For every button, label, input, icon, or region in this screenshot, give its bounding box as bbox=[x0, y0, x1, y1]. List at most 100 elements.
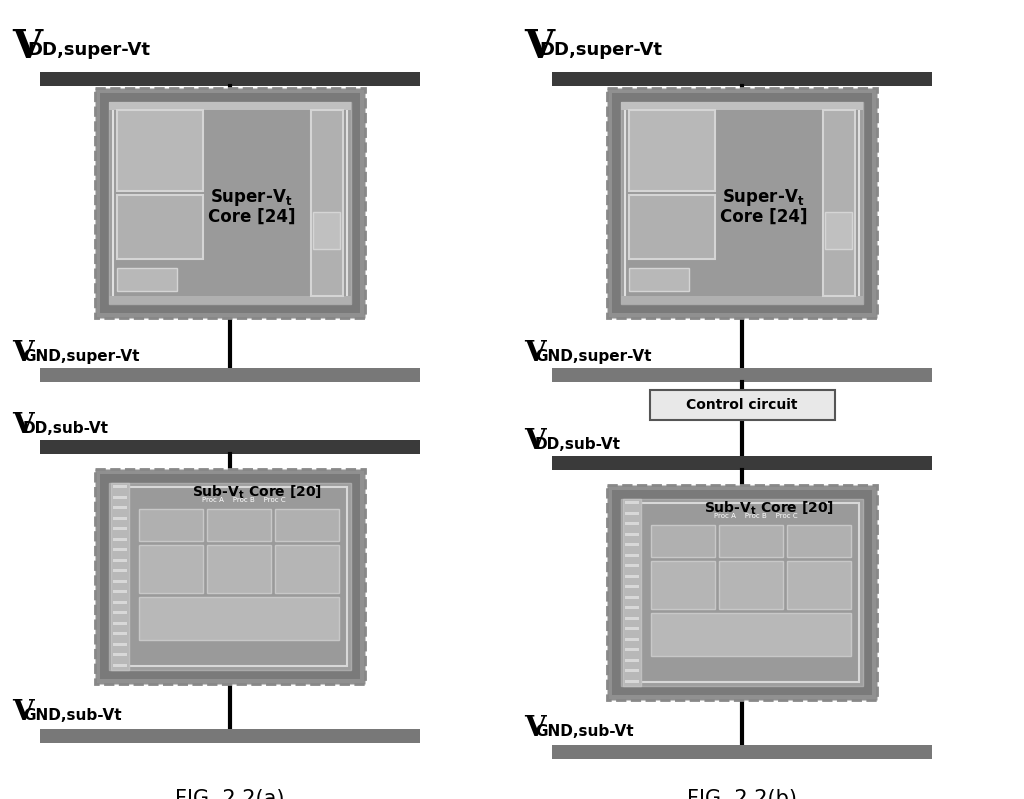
Bar bbox=[113, 601, 127, 604]
Bar bbox=[625, 638, 639, 641]
Bar bbox=[621, 102, 863, 110]
Bar bbox=[113, 517, 127, 519]
Bar bbox=[275, 545, 339, 593]
Bar bbox=[625, 649, 639, 651]
Bar bbox=[625, 503, 859, 682]
Bar bbox=[625, 606, 639, 610]
Bar bbox=[95, 88, 365, 318]
Text: Sub-$\mathbf{V_t}$ Core [20]: Sub-$\mathbf{V_t}$ Core [20] bbox=[193, 483, 322, 501]
Bar bbox=[621, 499, 863, 686]
Bar bbox=[625, 554, 639, 557]
Text: DD,super-Vt: DD,super-Vt bbox=[540, 41, 663, 58]
Text: V: V bbox=[524, 715, 546, 742]
Bar bbox=[40, 729, 420, 743]
Bar bbox=[109, 296, 351, 304]
Bar bbox=[113, 654, 127, 657]
Bar bbox=[552, 368, 932, 382]
Bar bbox=[625, 543, 639, 547]
Bar bbox=[111, 483, 129, 670]
Bar bbox=[113, 590, 127, 594]
Bar bbox=[629, 110, 716, 190]
Bar bbox=[100, 93, 360, 313]
Text: Proc A    Proc B    Proc C: Proc A Proc B Proc C bbox=[714, 513, 798, 519]
Bar bbox=[113, 643, 127, 646]
Text: Super-$\mathbf{V_t}$: Super-$\mathbf{V_t}$ bbox=[210, 188, 293, 209]
Bar bbox=[113, 487, 347, 666]
Bar bbox=[109, 483, 351, 670]
Bar bbox=[113, 495, 127, 499]
Bar bbox=[625, 617, 639, 620]
Bar bbox=[612, 490, 872, 695]
Bar bbox=[139, 509, 203, 541]
Bar bbox=[113, 664, 127, 667]
Text: V: V bbox=[12, 412, 34, 439]
Bar bbox=[649, 390, 835, 420]
Bar bbox=[625, 659, 639, 662]
Bar bbox=[629, 268, 689, 292]
Text: GND,super-Vt: GND,super-Vt bbox=[23, 349, 139, 364]
Bar bbox=[552, 72, 932, 86]
Text: V: V bbox=[524, 28, 554, 66]
Bar bbox=[625, 670, 639, 673]
Bar bbox=[113, 559, 127, 562]
Bar bbox=[40, 72, 420, 86]
Bar bbox=[117, 194, 204, 259]
Text: Sub-$\mathbf{V_t}$ Core [20]: Sub-$\mathbf{V_t}$ Core [20] bbox=[705, 499, 834, 517]
Bar bbox=[625, 680, 639, 683]
Bar bbox=[651, 561, 715, 609]
Bar bbox=[40, 368, 420, 382]
Bar bbox=[552, 745, 932, 759]
Text: FIG. 2.2(b): FIG. 2.2(b) bbox=[687, 789, 797, 799]
Text: Control circuit: Control circuit bbox=[686, 398, 798, 412]
Bar bbox=[621, 296, 863, 304]
Bar bbox=[275, 509, 339, 541]
Bar bbox=[625, 533, 639, 535]
Bar bbox=[113, 633, 127, 635]
Bar bbox=[822, 110, 855, 296]
Bar bbox=[625, 106, 859, 300]
Bar bbox=[625, 511, 639, 515]
Text: V: V bbox=[524, 428, 546, 455]
Bar bbox=[207, 545, 271, 593]
Text: V: V bbox=[12, 28, 42, 66]
Bar bbox=[607, 88, 877, 318]
Bar bbox=[113, 622, 127, 625]
Bar bbox=[207, 509, 271, 541]
Text: V: V bbox=[524, 340, 546, 367]
Bar bbox=[139, 545, 203, 593]
Text: GND,sub-Vt: GND,sub-Vt bbox=[23, 708, 122, 723]
Text: Proc A    Proc B    Proc C: Proc A Proc B Proc C bbox=[202, 497, 286, 503]
Text: GND,sub-Vt: GND,sub-Vt bbox=[535, 724, 634, 739]
Bar bbox=[625, 501, 639, 504]
Text: Super-$\mathbf{V_t}$: Super-$\mathbf{V_t}$ bbox=[722, 188, 805, 209]
Bar bbox=[113, 527, 127, 530]
Text: DD,super-Vt: DD,super-Vt bbox=[28, 41, 151, 58]
Text: FIG. 2.2(a): FIG. 2.2(a) bbox=[175, 789, 285, 799]
Bar bbox=[117, 268, 177, 292]
Bar bbox=[651, 613, 851, 655]
Bar bbox=[139, 597, 339, 639]
Bar bbox=[312, 213, 340, 249]
Bar bbox=[113, 485, 127, 488]
Bar bbox=[607, 485, 877, 700]
Bar bbox=[113, 548, 127, 551]
Bar bbox=[113, 580, 127, 582]
Bar bbox=[625, 574, 639, 578]
Text: V: V bbox=[12, 340, 34, 367]
Bar bbox=[113, 538, 127, 541]
Bar bbox=[113, 106, 347, 300]
Bar bbox=[109, 102, 351, 304]
Bar bbox=[629, 194, 716, 259]
Bar bbox=[625, 522, 639, 525]
Bar bbox=[552, 456, 932, 470]
Bar bbox=[625, 627, 639, 630]
Text: Core [24]: Core [24] bbox=[208, 208, 295, 226]
Bar bbox=[719, 525, 783, 557]
Text: Core [24]: Core [24] bbox=[720, 208, 807, 226]
Bar bbox=[612, 93, 872, 313]
Bar bbox=[40, 440, 420, 454]
Text: GND,super-Vt: GND,super-Vt bbox=[535, 349, 651, 364]
Text: DD,sub-Vt: DD,sub-Vt bbox=[23, 421, 109, 436]
Bar bbox=[109, 102, 351, 110]
Bar bbox=[623, 499, 641, 686]
